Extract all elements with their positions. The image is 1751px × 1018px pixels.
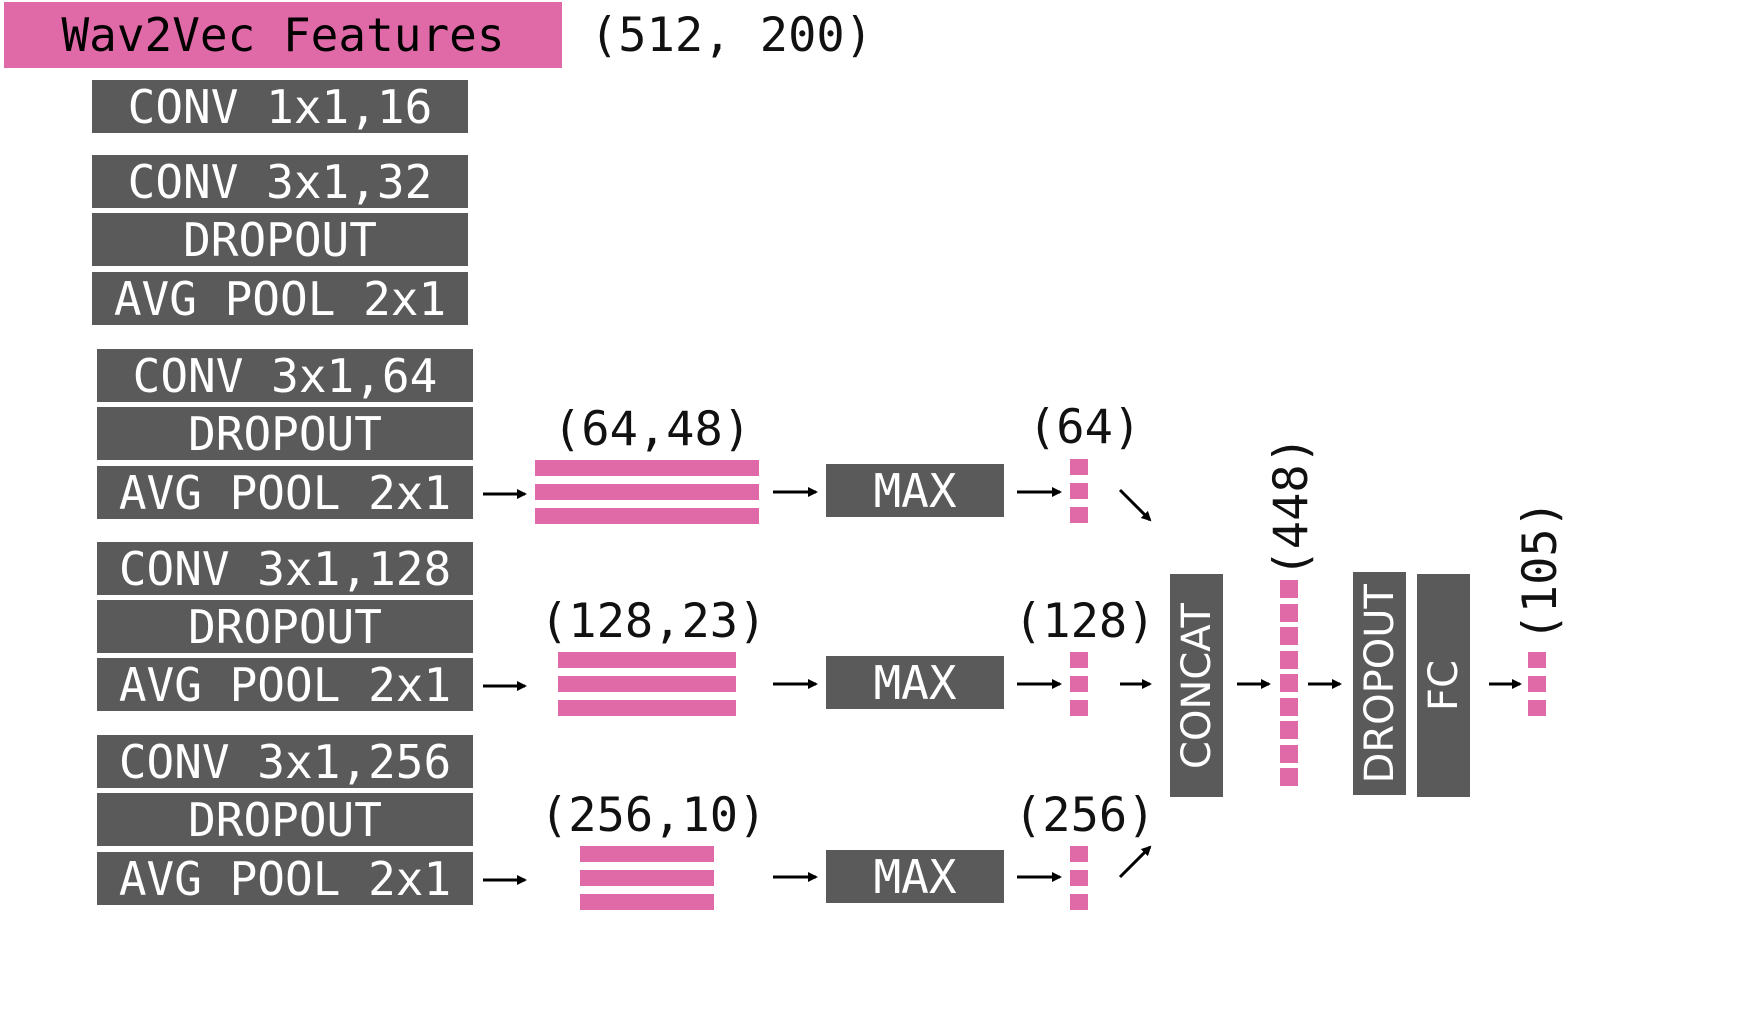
branch3-vector-shape: (256) <box>1014 788 1156 843</box>
branch1-vector-cell <box>1070 507 1088 523</box>
branch1-vector-cell <box>1070 483 1088 499</box>
input-shape-label: (512, 200) <box>590 8 873 63</box>
concat-vector-cell <box>1280 627 1298 645</box>
branch3-vector-cell <box>1070 870 1088 886</box>
stem-dropout-block: DROPOUT <box>92 212 468 267</box>
stem-dropout-label: DROPOUT <box>183 212 377 267</box>
branch1-avgpool-block: AVG POOL 2x1 <box>97 465 473 520</box>
input-features-block: Wav2Vec Features <box>4 2 562 68</box>
stem-avgpool-label: AVG POOL 2x1 <box>113 271 447 326</box>
branch1-feature-shape: (64,48) <box>553 402 752 457</box>
branch3-feature-stripe <box>580 846 714 862</box>
branch3-feature-stripe <box>580 870 714 886</box>
arrow-vector3-to-concat <box>1118 845 1152 879</box>
stem-conv2-label: CONV 3x1,32 <box>127 154 433 209</box>
branch3-vector-cell <box>1070 846 1088 862</box>
branch3-feature-shape: (256,10) <box>540 788 767 843</box>
branch2-dropout-label: DROPOUT <box>188 599 382 654</box>
output-vector-cell <box>1528 676 1546 692</box>
branch3-dropout-block: DROPOUT <box>97 792 473 847</box>
stem-conv1-block: CONV 1x1,16 <box>92 79 468 134</box>
stem-conv1-label: CONV 1x1,16 <box>127 79 433 134</box>
concat-vector-cell <box>1280 580 1298 598</box>
output-vector-cell <box>1528 652 1546 668</box>
branch3-avgpool-label: AVG POOL 2x1 <box>118 851 452 906</box>
concat-vector-cell <box>1280 745 1298 763</box>
branch2-max-block: MAX <box>826 655 1004 710</box>
concat-vector <box>1280 580 1298 787</box>
branch2-vector-cell <box>1070 652 1088 668</box>
branch1-avgpool-label: AVG POOL 2x1 <box>118 465 452 520</box>
branch3-max-label: MAX <box>873 849 957 904</box>
branch1-feature-stripe <box>535 508 759 524</box>
concat-vector-cell <box>1280 674 1298 692</box>
branch3-conv-label: CONV 3x1,256 <box>118 734 452 789</box>
branch3-vector-cell <box>1070 894 1088 910</box>
branch2-feature-stripe <box>558 700 736 716</box>
branch2-avgpool-label: AVG POOL 2x1 <box>118 657 452 712</box>
head-dropout-block: DROPOUT <box>1353 572 1406 795</box>
branch3-dropout-label: DROPOUT <box>188 792 382 847</box>
branch2-max-label: MAX <box>873 655 957 710</box>
output-vector-cell <box>1528 700 1546 716</box>
branch1-conv-label: CONV 3x1,64 <box>132 348 438 403</box>
fc-block: FC <box>1417 574 1470 797</box>
branch1-dropout-block: DROPOUT <box>97 406 473 461</box>
concat-vector-cell <box>1280 698 1298 716</box>
branch1-max-label: MAX <box>873 463 957 518</box>
branch2-avgpool-block: AVG POOL 2x1 <box>97 657 473 712</box>
concat-vector-cell <box>1280 651 1298 669</box>
branch3-conv-block: CONV 3x1,256 <box>97 734 473 789</box>
branch2-vector-shape: (128) <box>1014 594 1156 649</box>
branch1-feature-stripe <box>535 484 759 500</box>
concat-vector-cell <box>1280 721 1298 739</box>
branch3-max-block: MAX <box>826 849 1004 904</box>
branch2-conv-label: CONV 3x1,128 <box>118 541 452 596</box>
branch3-avgpool-block: AVG POOL 2x1 <box>97 851 473 906</box>
branch1-max-block: MAX <box>826 463 1004 518</box>
stem-conv2-block: CONV 3x1,32 <box>92 154 468 209</box>
branch2-dropout-block: DROPOUT <box>97 599 473 654</box>
concat-block: CONCAT <box>1170 574 1223 797</box>
arrow-vector1-to-concat <box>1118 488 1152 522</box>
branch2-vector-cell <box>1070 700 1088 716</box>
concat-vector-cell <box>1280 604 1298 622</box>
branch1-dropout-label: DROPOUT <box>188 406 382 461</box>
input-features-label: Wav2Vec Features <box>61 8 505 62</box>
branch1-vector-shape: (64) <box>1028 400 1142 455</box>
branch1-feature-stripe <box>535 460 759 476</box>
branch2-conv-block: CONV 3x1,128 <box>97 541 473 596</box>
branch1-vector-cell <box>1070 459 1088 475</box>
branch2-feature-stripe <box>558 676 736 692</box>
stem-avgpool-block: AVG POOL 2x1 <box>92 271 468 326</box>
concat-vector-cell <box>1280 768 1298 786</box>
branch1-conv-block: CONV 3x1,64 <box>97 348 473 403</box>
branch2-vector-cell <box>1070 676 1088 692</box>
branch3-feature-stripe <box>580 894 714 910</box>
branch2-feature-stripe <box>558 652 736 668</box>
branch2-feature-shape: (128,23) <box>540 594 767 649</box>
